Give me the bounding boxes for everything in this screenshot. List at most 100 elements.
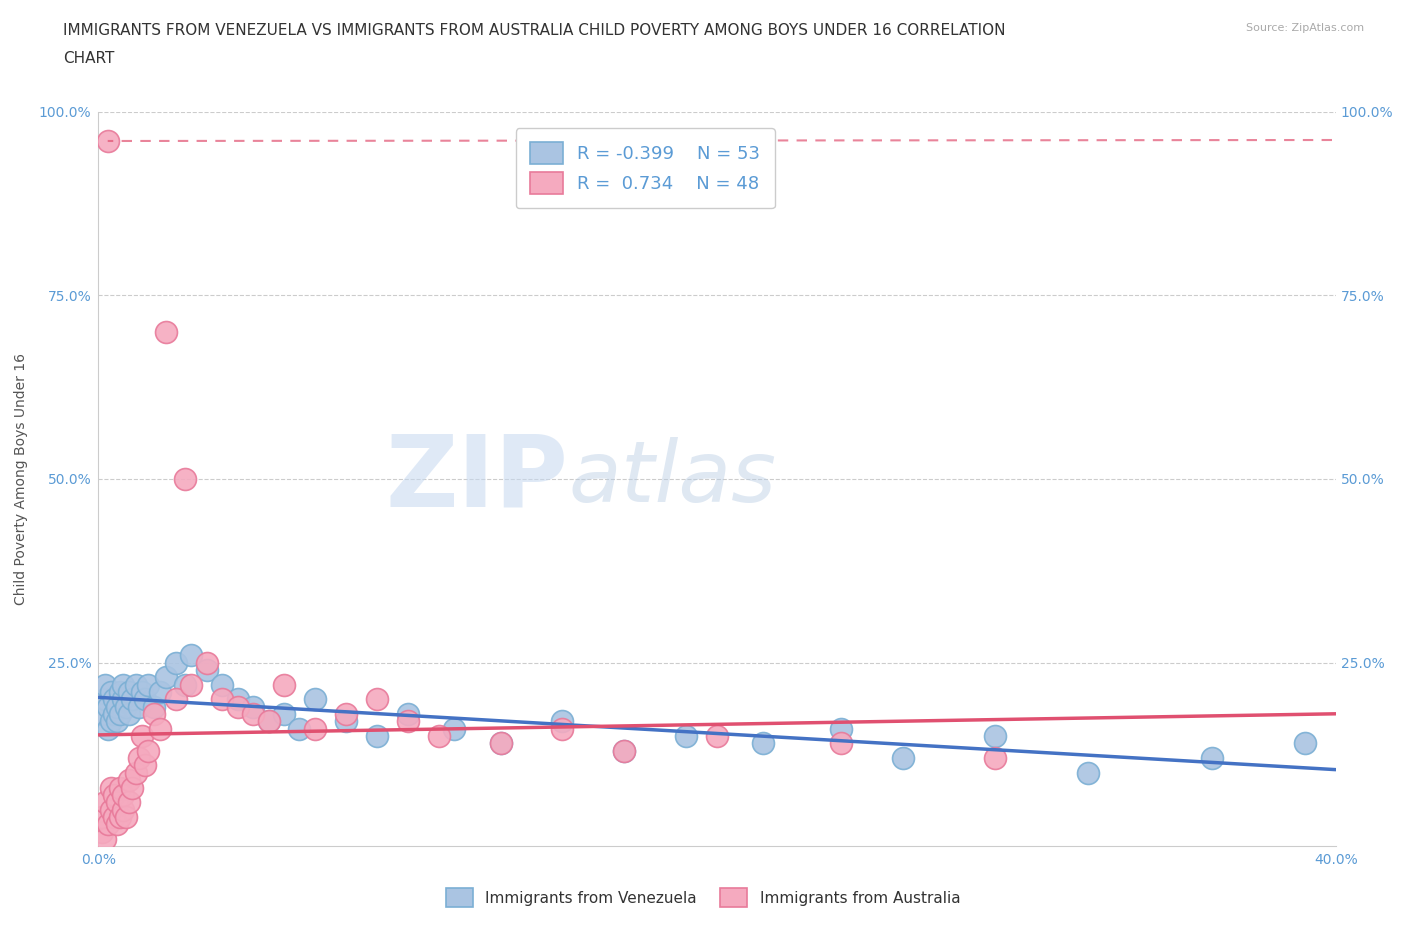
Point (103, 707, 125, 722)
Point (180, 648, 202, 663)
Point (366, 729, 388, 744)
Legend: Immigrants from Venezuela, Immigrants from Australia: Immigrants from Venezuela, Immigrants fr… (440, 883, 966, 913)
Point (174, 472, 197, 486)
Point (143, 707, 166, 722)
Legend: R = -0.399    N = 53, R =  0.734    N = 48: R = -0.399 N = 53, R = 0.734 N = 48 (516, 128, 775, 208)
Point (155, 670, 177, 684)
Point (396, 714, 419, 729)
Point (108, 809, 131, 824)
Point (226, 692, 249, 707)
Point (100, 802, 122, 817)
Point (752, 736, 775, 751)
Point (134, 758, 156, 773)
Point (103, 788, 125, 803)
Point (100, 780, 122, 795)
Point (128, 699, 150, 714)
Point (115, 699, 138, 714)
Point (108, 707, 131, 722)
Point (124, 765, 146, 780)
Point (396, 707, 419, 722)
Point (180, 677, 202, 692)
Text: ZIP: ZIP (385, 431, 568, 527)
Point (675, 729, 697, 744)
Point (830, 722, 852, 737)
Point (273, 707, 295, 722)
Point (108, 684, 131, 699)
Text: atlas: atlas (568, 437, 776, 521)
Point (242, 707, 264, 722)
Point (112, 788, 135, 803)
Point (551, 714, 574, 729)
Point (105, 699, 128, 714)
Point (165, 656, 187, 671)
Point (273, 677, 295, 692)
Point (335, 714, 357, 729)
Point (427, 729, 450, 744)
Point (105, 795, 128, 810)
Point (103, 809, 125, 824)
Point (93, 677, 115, 692)
Point (304, 692, 326, 707)
Point (131, 684, 153, 699)
Point (136, 743, 159, 758)
Point (195, 656, 218, 671)
Point (90, 707, 112, 722)
Point (118, 773, 141, 788)
Point (100, 684, 122, 699)
Point (97, 134, 120, 149)
Point (174, 677, 197, 692)
Point (143, 699, 166, 714)
Point (165, 692, 187, 707)
Point (443, 722, 465, 737)
Point (304, 722, 326, 737)
Point (551, 722, 574, 737)
Point (90, 809, 112, 824)
Text: IMMIGRANTS FROM VENEZUELA VS IMMIGRANTS FROM AUSTRALIA CHILD POVERTY AMONG BOYS : IMMIGRANTS FROM VENEZUELA VS IMMIGRANTS … (63, 23, 1005, 38)
Point (105, 817, 128, 831)
Point (93, 692, 115, 707)
Y-axis label: Child Poverty Among Boys Under 16: Child Poverty Among Boys Under 16 (14, 353, 28, 604)
Point (128, 751, 150, 765)
Point (489, 736, 512, 751)
Point (108, 780, 131, 795)
Point (97, 722, 120, 737)
Point (103, 692, 125, 707)
Point (226, 699, 249, 714)
Point (335, 707, 357, 722)
Point (121, 692, 143, 707)
Point (124, 677, 146, 692)
Point (257, 714, 280, 729)
Point (195, 662, 218, 677)
Point (149, 722, 172, 737)
Point (118, 707, 141, 722)
Point (242, 699, 264, 714)
Point (155, 325, 177, 339)
Point (984, 729, 1007, 744)
Point (984, 751, 1007, 765)
Point (706, 729, 728, 744)
Text: Source: ZipAtlas.com: Source: ZipAtlas.com (1246, 23, 1364, 33)
Point (366, 692, 388, 707)
Point (131, 729, 153, 744)
Point (830, 736, 852, 751)
Point (121, 780, 143, 795)
Point (1077, 765, 1099, 780)
Point (112, 802, 135, 817)
Point (93, 795, 115, 810)
Point (257, 714, 280, 729)
Point (112, 677, 135, 692)
Point (115, 809, 138, 824)
Point (1294, 736, 1316, 751)
Point (489, 736, 512, 751)
Point (613, 743, 636, 758)
Point (112, 692, 135, 707)
Point (891, 751, 914, 765)
Point (97, 817, 120, 831)
Point (211, 677, 233, 692)
Point (100, 714, 122, 729)
Point (118, 684, 141, 699)
Point (136, 677, 159, 692)
Point (613, 743, 636, 758)
Point (97, 699, 120, 714)
Point (211, 692, 233, 707)
